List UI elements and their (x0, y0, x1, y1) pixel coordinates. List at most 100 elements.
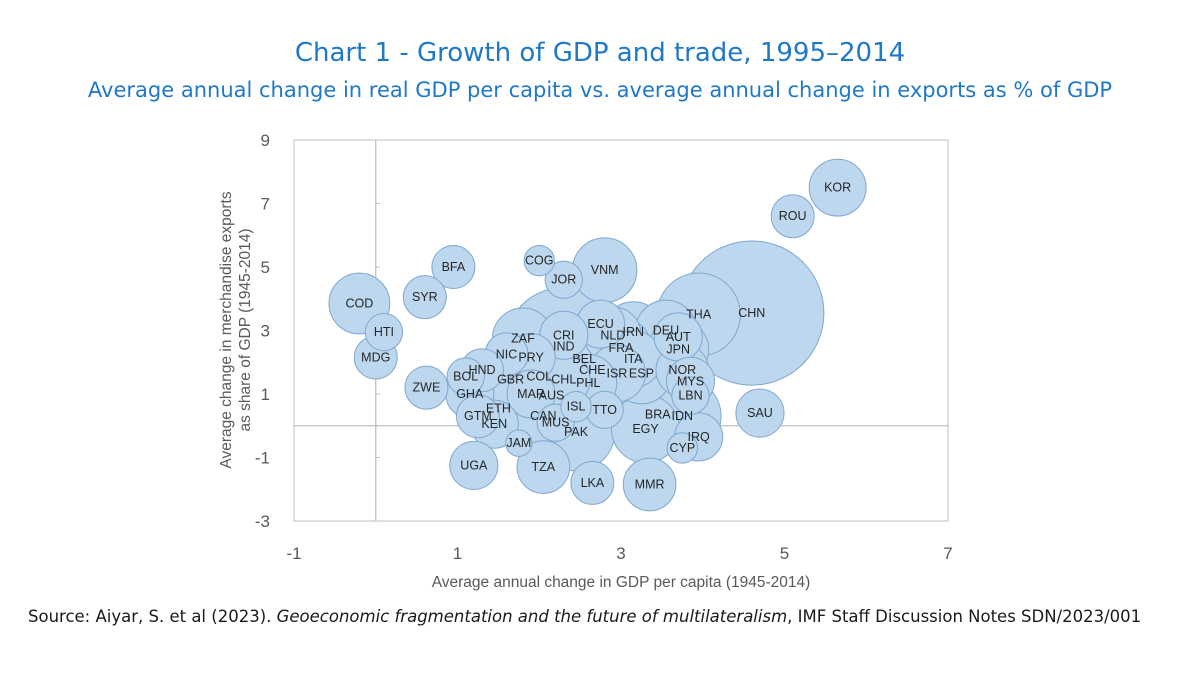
bubble-label-esp: ESP (629, 366, 654, 380)
bubble-label-deu: DEU (653, 324, 679, 338)
bubble-label-bfa: BFA (442, 260, 466, 274)
bubble-label-vnm: VNM (591, 263, 619, 277)
bubble-label-ken: KEN (481, 417, 507, 431)
bubble-syr (402, 275, 447, 320)
bubble-tza (516, 440, 571, 494)
bubble-label-cyp: CYP (669, 441, 695, 455)
bubble-label-gbr: GBR (497, 373, 524, 387)
bubble-label-pak: PAK (564, 425, 589, 439)
y-tick-label: -1 (255, 449, 270, 468)
y-tick-label: 9 (261, 131, 270, 150)
bubble-label-eth: ETH (486, 401, 511, 415)
bubble-lka (570, 460, 615, 505)
y-tick-label: -3 (255, 512, 270, 531)
y-tick-label: 7 (261, 195, 270, 214)
x-axis-label: Average annual change in GDP per capita … (432, 574, 811, 591)
bubble-jam (505, 429, 533, 457)
bubble-label-jpn: JPN (666, 343, 690, 357)
bubble-mmr (622, 457, 677, 512)
bubble-uga (449, 440, 499, 490)
bubble-label-kor: KOR (824, 181, 851, 195)
bubble-label-cod: COD (346, 297, 374, 311)
source-title: Geoeconomic fragmentation and the future… (276, 607, 788, 626)
bubble-chart: -1 1 3 5 7 -3 -1 1 3 5 7 9 KOR ROU COG VNM BFA JOR SYR COD… (218, 131, 953, 591)
bubble-label-mus: MUS (542, 416, 570, 430)
bubble-label-bol: BOL (453, 370, 478, 384)
bubble-label-chn: CHN (738, 306, 765, 320)
bubble-label-uga: UGA (460, 458, 488, 472)
bubble-cyp (666, 432, 699, 464)
bubble-label-aut: AUT (666, 330, 691, 344)
bubble-zwe (404, 365, 449, 410)
bubble-label-irq: IRQ (688, 430, 711, 444)
x-tick-label: 1 (453, 544, 462, 563)
y-axis-label-line-1: Average change in merchandise exports (218, 191, 235, 468)
bubble-lbn (671, 376, 710, 415)
bubble-label-lka: LKA (581, 476, 605, 490)
bubble-label-jam: JAM (506, 436, 531, 450)
bubble-label-hnd: HND (468, 363, 495, 377)
bubble-label-bra: BRA (645, 408, 671, 422)
x-tick-label: -1 (286, 544, 301, 563)
bubble-jor (544, 260, 583, 299)
source-suffix: , IMF Staff Discussion Notes SDN/2023/00… (787, 607, 1142, 626)
bubble-label-jor: JOR (551, 273, 576, 287)
bubble-label-idn: IDN (672, 409, 694, 423)
bubble-label-chl: CHL (551, 373, 576, 387)
bubble-label-pry: PRY (518, 350, 544, 364)
bubble-label-gha: GHA (456, 387, 484, 401)
bubble-label-lbn: LBN (678, 389, 702, 403)
bubble-label-col: COL (526, 370, 552, 384)
bubble-label-zaf: ZAF (511, 331, 535, 345)
bubble-label-nic: NIC (496, 347, 518, 361)
bubble-label-rou: ROU (779, 209, 807, 223)
source-note: Source: Aiyar, S. et al (2023). Geoecono… (28, 604, 1178, 630)
bubble-label-phl: PHL (576, 376, 600, 390)
bubble-label-sau: SAU (747, 406, 773, 420)
bubble-label-ecu: ECU (587, 317, 613, 331)
source-prefix: Source: Aiyar, S. et al (2023). (28, 607, 277, 626)
bubble-label-fra: FRA (609, 341, 635, 355)
bubble-gtm (455, 394, 500, 439)
bubble-rou (770, 194, 815, 239)
bubble-label-nld: NLD (600, 328, 625, 342)
x-tick-label: 5 (780, 544, 789, 563)
x-tick-label: 3 (616, 544, 625, 563)
bubble-label-mar: MAR (517, 387, 545, 401)
bubble-bfa (431, 245, 476, 289)
bubble-label-egy: EGY (632, 422, 659, 436)
bubble-label-tha: THA (686, 308, 712, 322)
bubble-isl (560, 391, 592, 423)
bubble-label-aus: AUS (539, 389, 565, 403)
bubble-sau (735, 388, 785, 438)
bubble-label-gtm: GTM (464, 409, 492, 423)
bubble-label-isr: ISR (606, 366, 627, 380)
bubble-label-hti: HTI (374, 325, 394, 339)
bubble-label-ita: ITA (624, 352, 643, 366)
bubble-hti (364, 312, 404, 352)
bubble-bol (446, 357, 485, 396)
bubble-label-nor: NOR (668, 363, 696, 377)
bubble-label-mys: MYS (677, 374, 704, 388)
bubble-label-can: CAN (530, 409, 556, 423)
x-tick-label: 7 (943, 544, 952, 563)
bubble-label-zwe: ZWE (413, 381, 441, 395)
chart-subtitle: Average annual change in real GDP per ca… (87, 78, 1113, 102)
bubble-label-tza: TZA (532, 460, 556, 474)
bubble-kor (808, 158, 867, 217)
y-tick-label: 3 (261, 322, 270, 341)
bubble-label-irn: IRN (622, 325, 644, 339)
bubble-label-che: CHE (579, 363, 605, 377)
bubble-label-isl: ISL (567, 400, 586, 414)
bubble-label-cog: COG (525, 254, 553, 268)
bubble-label-syr: SYR (412, 290, 438, 304)
y-tick-label: 1 (261, 385, 270, 404)
bubble-mar (506, 369, 556, 419)
bubble-label-tto: TTO (592, 403, 617, 417)
plot-area (293, 139, 949, 522)
bubble-cog (523, 244, 555, 277)
chart-title: Chart 1 - Growth of GDP and trade, 1995–… (294, 38, 906, 68)
bubble-label-mmr: MMR (635, 477, 665, 491)
bubble-label-ind: IND (553, 339, 575, 353)
bubble-label-mdg: MDG (361, 350, 390, 364)
